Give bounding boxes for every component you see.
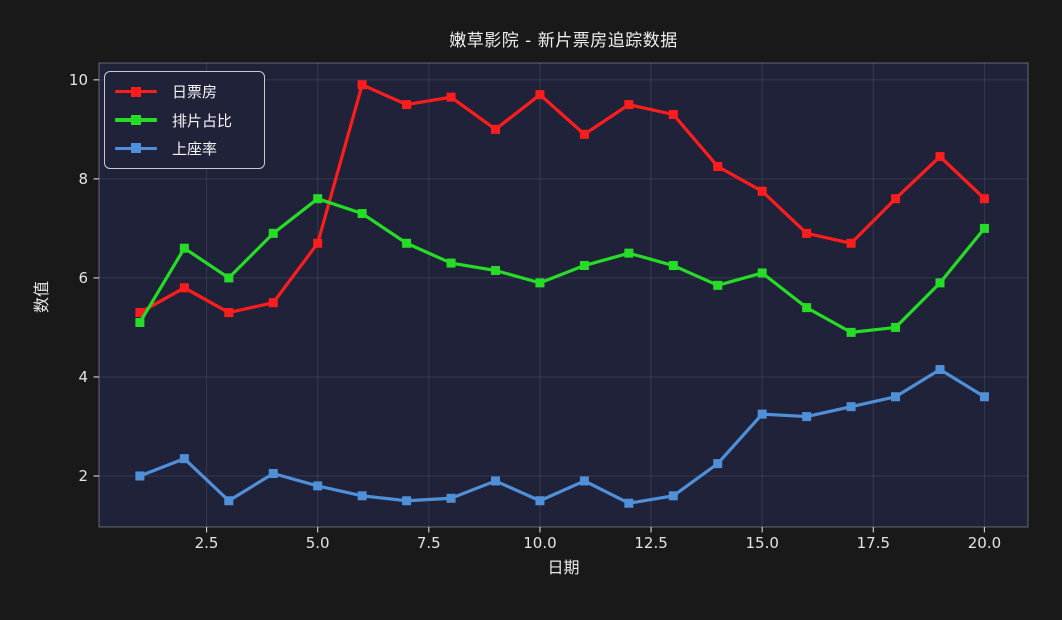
data-point-attendance-rate bbox=[535, 496, 545, 506]
data-point-daily-box-office bbox=[846, 238, 856, 248]
data-point-attendance-rate bbox=[179, 454, 189, 464]
data-point-daily-box-office bbox=[757, 186, 767, 196]
data-point-daily-box-office bbox=[357, 80, 367, 90]
data-point-screening-share bbox=[268, 228, 278, 238]
data-point-daily-box-office bbox=[313, 238, 323, 248]
data-point-screening-share bbox=[446, 258, 456, 268]
data-point-screening-share bbox=[668, 261, 678, 271]
legend-line-sample-screening-share bbox=[115, 115, 157, 125]
data-point-attendance-rate bbox=[757, 409, 767, 419]
data-point-screening-share bbox=[579, 261, 589, 271]
legend-line-sample-daily-box-office bbox=[115, 86, 157, 97]
x-tick-label: 5.0 bbox=[306, 534, 330, 552]
data-point-daily-box-office bbox=[979, 194, 989, 204]
data-point-daily-box-office bbox=[224, 308, 234, 318]
data-point-attendance-rate bbox=[713, 459, 723, 469]
data-point-screening-share bbox=[357, 209, 367, 219]
legend-item-daily-box-office: 日票房 bbox=[115, 81, 254, 102]
x-tick-label: 15.0 bbox=[745, 534, 778, 552]
x-tick-label: 12.5 bbox=[634, 534, 667, 552]
data-point-daily-box-office bbox=[446, 92, 456, 102]
data-point-attendance-rate bbox=[624, 498, 634, 508]
data-point-attendance-rate bbox=[446, 493, 456, 503]
series-line-attendance-rate bbox=[138, 367, 987, 505]
series-line-screening-share bbox=[138, 197, 987, 334]
x-tick-label: 17.5 bbox=[857, 534, 890, 552]
data-point-attendance-rate bbox=[313, 481, 323, 491]
data-point-attendance-rate bbox=[802, 412, 812, 422]
x-axis-label: 日期 bbox=[547, 558, 580, 577]
data-point-attendance-rate bbox=[846, 402, 856, 412]
data-point-daily-box-office bbox=[713, 161, 723, 171]
x-tick-label: 20.0 bbox=[968, 534, 1001, 552]
legend-label-screening-share: 排片占比 bbox=[172, 111, 233, 130]
data-point-screening-share bbox=[490, 265, 500, 275]
legend-square-marker-attendance-rate bbox=[131, 143, 141, 154]
data-point-daily-box-office bbox=[624, 100, 634, 110]
data-point-screening-share bbox=[624, 248, 634, 258]
data-point-screening-share bbox=[935, 278, 945, 288]
legend-item-attendance-rate: 上座率 bbox=[115, 138, 254, 159]
y-tick-label: 2 bbox=[78, 467, 88, 485]
x-tick-label: 7.5 bbox=[417, 534, 441, 552]
legend-square-marker-screening-share bbox=[131, 115, 141, 125]
x-tick-label: 10.0 bbox=[523, 534, 556, 552]
data-point-daily-box-office bbox=[935, 152, 945, 162]
data-point-daily-box-office bbox=[668, 110, 678, 120]
y-tick-label: 6 bbox=[78, 269, 88, 287]
data-point-screening-share bbox=[224, 273, 234, 283]
data-point-screening-share bbox=[891, 322, 901, 332]
legend-label-daily-box-office: 日票房 bbox=[172, 83, 218, 102]
data-point-attendance-rate bbox=[135, 471, 145, 481]
legend-line-sample-attendance-rate bbox=[115, 143, 157, 154]
data-point-attendance-rate bbox=[935, 365, 945, 375]
data-point-attendance-rate bbox=[891, 392, 901, 402]
data-point-daily-box-office bbox=[802, 228, 812, 238]
series-line-daily-box-office bbox=[138, 83, 987, 315]
data-point-screening-share bbox=[713, 280, 723, 290]
legend: 日票房排片占比上座率 bbox=[104, 71, 265, 169]
data-point-daily-box-office bbox=[891, 194, 901, 204]
data-point-daily-box-office bbox=[490, 124, 500, 134]
data-point-daily-box-office bbox=[179, 283, 189, 293]
data-point-attendance-rate bbox=[490, 476, 500, 486]
data-point-screening-share bbox=[802, 303, 812, 313]
y-tick-label: 4 bbox=[78, 368, 88, 386]
data-point-attendance-rate bbox=[357, 491, 367, 501]
data-point-daily-box-office bbox=[535, 90, 545, 100]
y-tick-label: 10 bbox=[69, 71, 88, 89]
data-point-attendance-rate bbox=[402, 496, 412, 506]
plot-border bbox=[98, 62, 1029, 528]
legend-square-marker-daily-box-office bbox=[131, 86, 141, 97]
data-point-screening-share bbox=[535, 278, 545, 288]
legend-item-screening-share: 排片占比 bbox=[115, 110, 254, 131]
data-point-attendance-rate bbox=[668, 491, 678, 501]
data-point-screening-share bbox=[135, 317, 145, 327]
data-point-attendance-rate bbox=[579, 476, 589, 486]
data-point-screening-share bbox=[402, 238, 412, 248]
y-tick-label: 8 bbox=[78, 170, 88, 188]
data-point-attendance-rate bbox=[979, 392, 989, 402]
data-point-screening-share bbox=[846, 327, 856, 337]
data-point-screening-share bbox=[313, 194, 323, 204]
chart-title: 嫩草影院 - 新片票房追踪数据 bbox=[449, 31, 678, 51]
data-point-screening-share bbox=[979, 223, 989, 233]
data-point-screening-share bbox=[757, 268, 767, 278]
y-axis-label: 数值 bbox=[32, 280, 51, 314]
x-tick-label: 2.5 bbox=[195, 534, 219, 552]
data-point-attendance-rate bbox=[224, 496, 234, 506]
legend-label-attendance-rate: 上座率 bbox=[172, 139, 218, 158]
data-point-daily-box-office bbox=[402, 100, 412, 110]
data-point-daily-box-office bbox=[579, 129, 589, 139]
data-point-daily-box-office bbox=[135, 308, 145, 318]
data-point-screening-share bbox=[179, 243, 189, 253]
data-point-attendance-rate bbox=[268, 469, 278, 479]
data-point-daily-box-office bbox=[268, 298, 278, 308]
